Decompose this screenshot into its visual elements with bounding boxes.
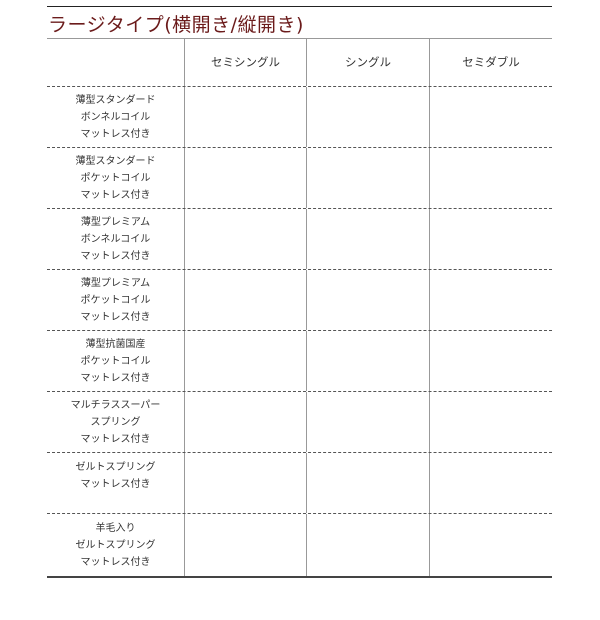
row-label-line: マットレス付き	[80, 311, 151, 323]
top-rule	[47, 6, 552, 7]
empty-cell	[184, 392, 306, 452]
row-label-line: ポケットコイル	[80, 294, 151, 306]
row-label-line: ポケットコイル	[80, 172, 151, 184]
row-label-line: 薄型プレミアム	[80, 216, 151, 228]
table-row: 薄型プレミアム ポケットコイル マットレス付き	[47, 270, 552, 331]
row-label-line: 薄型スタンダード	[75, 155, 156, 167]
row-label-line: 薄型抗菌国産	[85, 338, 146, 350]
header-semi-double: セミダブル	[429, 39, 552, 86]
empty-cell	[306, 331, 429, 391]
empty-cell	[184, 148, 306, 208]
empty-cell	[184, 209, 306, 269]
row-label: ゼルトスプリング マットレス付き	[47, 453, 184, 513]
row-label-line: マットレス付き	[80, 433, 151, 445]
empty-cell	[184, 87, 306, 147]
empty-cell	[306, 209, 429, 269]
empty-cell	[184, 331, 306, 391]
table-row: ゼルトスプリング マットレス付き	[47, 453, 552, 514]
empty-cell	[429, 514, 552, 576]
row-label: 薄型プレミアム ボンネルコイル マットレス付き	[47, 209, 184, 269]
empty-cell	[184, 514, 306, 576]
row-label-line: ボンネルコイル	[80, 233, 151, 245]
row-label-line: 羊毛入り	[95, 522, 136, 534]
row-label-line: ポケットコイル	[80, 355, 151, 367]
row-label-line: 薄型プレミアム	[80, 277, 151, 289]
size-table: セミシングル シングル セミダブル 薄型スタンダード ボンネルコイル マットレス付き…	[47, 38, 552, 578]
empty-cell	[306, 148, 429, 208]
empty-cell	[429, 453, 552, 513]
row-label-line: ボンネルコイル	[80, 111, 151, 123]
table-row: マルチラススーパー スプリングマットレス付き	[47, 392, 552, 453]
row-label: 薄型スタンダード ボンネルコイル マットレス付き	[47, 87, 184, 147]
row-label-line: 薄型スタンダード	[75, 94, 156, 106]
empty-cell	[306, 453, 429, 513]
page-title: ラージタイプ(横開き/縦開き)	[48, 14, 304, 36]
table-row: 羊毛入りゼルトスプリング マットレス付き	[47, 514, 552, 576]
row-label-line: マットレス付き	[80, 128, 151, 140]
row-label-line: ゼルトスプリング	[75, 539, 156, 551]
header-empty	[47, 39, 184, 86]
empty-cell	[306, 270, 429, 330]
row-label: マルチラススーパー スプリングマットレス付き	[47, 392, 184, 452]
empty-cell	[429, 87, 552, 147]
table-row: 薄型プレミアム ボンネルコイル マットレス付き	[47, 209, 552, 270]
row-label-line: マットレス付き	[80, 250, 151, 262]
header-semi-single: セミシングル	[184, 39, 306, 86]
empty-cell	[429, 331, 552, 391]
row-label-line: マットレス付き	[80, 556, 151, 568]
empty-cell	[429, 392, 552, 452]
row-label: 薄型抗菌国産 ポケットコイル マットレス付き	[47, 331, 184, 391]
table-row: 薄型抗菌国産 ポケットコイル マットレス付き	[47, 331, 552, 392]
row-label: 薄型プレミアム ポケットコイル マットレス付き	[47, 270, 184, 330]
empty-cell	[306, 514, 429, 576]
empty-cell	[429, 209, 552, 269]
empty-cell	[184, 453, 306, 513]
empty-cell	[429, 270, 552, 330]
row-label-line: マットレス付き	[80, 189, 151, 201]
empty-cell	[306, 392, 429, 452]
row-label: 羊毛入りゼルトスプリング マットレス付き	[47, 514, 184, 576]
row-label-line: マルチラススーパー	[70, 399, 161, 411]
row-label: 薄型スタンダード ポケットコイル マットレス付き	[47, 148, 184, 208]
row-label-line: ゼルトスプリング	[75, 462, 156, 473]
table-row: 薄型スタンダード ボンネルコイル マットレス付き	[47, 87, 552, 148]
row-label-line: スプリング	[90, 416, 141, 428]
empty-cell	[306, 87, 429, 147]
table-row: 薄型スタンダード ポケットコイル マットレス付き	[47, 148, 552, 209]
row-label-line: マットレス付き	[80, 372, 151, 384]
header-single: シングル	[306, 39, 429, 86]
header-row: セミシングル シングル セミダブル	[47, 39, 552, 87]
empty-cell	[184, 270, 306, 330]
row-label-line: マットレス付き	[80, 479, 151, 490]
empty-cell	[429, 148, 552, 208]
